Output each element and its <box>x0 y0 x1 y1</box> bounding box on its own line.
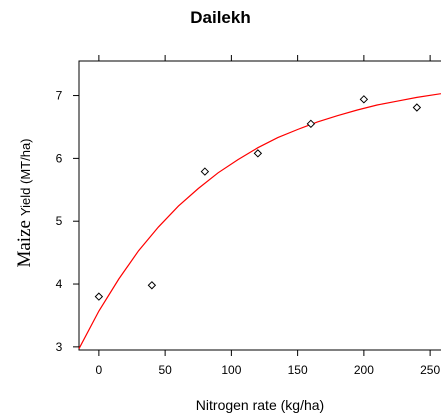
y-tick-label: 6 <box>56 151 63 165</box>
data-point <box>306 119 316 129</box>
data-point <box>147 281 157 290</box>
data-point <box>94 292 104 301</box>
x-tick-label: 250 <box>420 363 440 377</box>
chart-title: Dailekh <box>190 8 251 27</box>
fitted-curve <box>78 93 441 349</box>
y-axis-label: Maize Yield (MT/ha) <box>14 138 36 267</box>
data-point <box>412 103 422 112</box>
y-tick-label: 5 <box>56 214 63 228</box>
data-point <box>359 95 369 104</box>
x-tick-label: 50 <box>158 363 172 377</box>
y-tick-label: 3 <box>56 340 63 354</box>
y-axis-label-units: Yield (MT/ha) <box>18 138 33 217</box>
x-tick-label: 200 <box>354 363 374 377</box>
x-axis-label: Nitrogen rate (kg/ha) <box>195 397 325 413</box>
x-tick-label: 0 <box>96 363 103 377</box>
data-point <box>200 167 210 176</box>
data-point <box>253 149 263 158</box>
x-tick-label: 100 <box>221 363 241 377</box>
plot-frame <box>78 60 441 351</box>
y-tick-label: 7 <box>56 89 63 103</box>
x-tick-label: 150 <box>288 363 308 377</box>
y-tick-label: 4 <box>56 277 63 291</box>
y-axis-label-prefix: Maize <box>14 220 35 268</box>
